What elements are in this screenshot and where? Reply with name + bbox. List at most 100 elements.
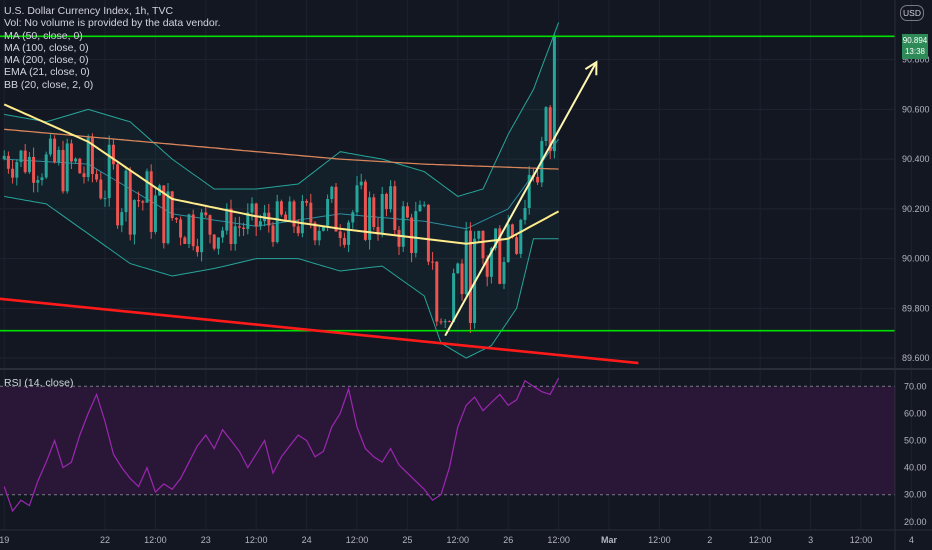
candle-body [174, 217, 178, 220]
candle-body [36, 180, 40, 183]
candle-body [393, 186, 397, 230]
time-tick-label: 26 [503, 535, 513, 545]
rsi-line [3, 377, 560, 513]
candle-body [477, 230, 481, 239]
candle-body [258, 221, 262, 227]
candle-body [99, 179, 103, 199]
currency-badge[interactable]: USD [900, 5, 924, 21]
candle-body [372, 197, 376, 228]
candle-body [296, 226, 300, 234]
candle-body [380, 193, 384, 235]
bb-upper-line [4, 22, 560, 197]
indicator-ma200[interactable]: MA (200, close, 0) [4, 54, 89, 67]
candle-body [86, 137, 90, 178]
candle-body [363, 181, 367, 240]
rsi-tick-label: 30.00 [904, 490, 927, 500]
candle-body [120, 212, 124, 226]
rsi-tick-label: 40.00 [904, 463, 927, 473]
candle-body [355, 185, 359, 213]
candle-body [166, 191, 170, 244]
candle-body [95, 174, 99, 180]
candle-body [389, 186, 393, 210]
candle-body [351, 212, 355, 223]
candle-body [452, 273, 456, 323]
time-tick-label: 12:00 [346, 535, 369, 545]
candle-body [443, 321, 447, 323]
price-tick-label: 90.200 [902, 204, 930, 214]
candle-body [439, 321, 443, 323]
rsi-legend[interactable]: RSI (14, close) [4, 377, 73, 389]
candle-body [183, 237, 187, 244]
candle-body [254, 203, 258, 227]
candle-body [200, 212, 204, 253]
candle-body [321, 225, 325, 231]
indicator-bb[interactable]: BB (20, close, 2, 0) [4, 78, 94, 91]
time-tick-label: 3 [808, 535, 813, 545]
indicator-ma50[interactable]: MA (50, close, 0) [4, 29, 83, 42]
time-tick-label: 23 [201, 535, 211, 545]
time-tick-label: 12:00 [648, 535, 671, 545]
candle-body [124, 170, 128, 213]
time-tick-label: 12:00 [144, 535, 167, 545]
price-tick-label: 89.600 [902, 353, 930, 363]
candle-body [481, 230, 485, 259]
bb-fill [4, 22, 559, 359]
time-tick-label: 2 [707, 535, 712, 545]
candle-body [23, 150, 27, 173]
indicator-ma100[interactable]: MA (100, close, 0) [4, 41, 89, 54]
candle-body [242, 227, 246, 229]
candle-body [111, 144, 115, 165]
candle-body [313, 222, 317, 241]
candle-body [468, 230, 472, 324]
indicator-ema21[interactable]: EMA (21, close, 0) [4, 66, 90, 79]
candle-body [229, 208, 233, 244]
candle-body [368, 197, 372, 240]
time-tick-label: 12:00 [245, 535, 268, 545]
candle-body [78, 158, 82, 174]
time-tick-label: 22 [100, 535, 110, 545]
drawings[interactable] [0, 35, 895, 365]
candle-body [330, 186, 334, 199]
price-tick-label: 89.800 [902, 303, 930, 313]
candle-body [187, 214, 191, 244]
candle-body [212, 234, 216, 249]
candle-body [44, 154, 48, 178]
candle-body [57, 149, 61, 163]
candle-body [69, 143, 73, 162]
candle-body [506, 224, 510, 262]
downtrend-line [0, 297, 639, 365]
candle-body [384, 193, 388, 210]
candle-body [510, 224, 514, 238]
candle-body [179, 219, 183, 238]
candle-body [309, 202, 313, 223]
candle-body [141, 201, 145, 203]
time-tick-label: 24 [302, 535, 312, 545]
candle-body [233, 226, 237, 244]
candle-body [162, 185, 166, 244]
candle-body [225, 208, 229, 231]
candle-body [498, 228, 502, 284]
candle-body [132, 200, 136, 235]
rsi-tick-label: 60.00 [904, 408, 927, 418]
candle-body [204, 212, 208, 216]
bar-countdown: 13:38 [904, 47, 926, 56]
candle-body [485, 258, 489, 277]
rsi-title[interactable]: RSI (14, close) [4, 377, 74, 389]
candle-body [426, 204, 430, 262]
candle-body [338, 231, 342, 239]
candle-body [523, 208, 527, 220]
candle-body [195, 246, 199, 253]
candle-body [221, 230, 225, 238]
candle-body [300, 200, 304, 234]
candle-body [153, 195, 157, 232]
candle-body [347, 222, 351, 245]
ma-200-line [4, 128, 559, 170]
price-tick-label: 90.800 [902, 55, 930, 65]
candle-body [103, 198, 107, 200]
candle-body [90, 137, 94, 175]
symbol-title[interactable]: U.S. Dollar Currency Index, 1h, TVC [4, 5, 174, 17]
time-tick-label: 19 [0, 535, 9, 545]
candle-body [279, 201, 283, 215]
